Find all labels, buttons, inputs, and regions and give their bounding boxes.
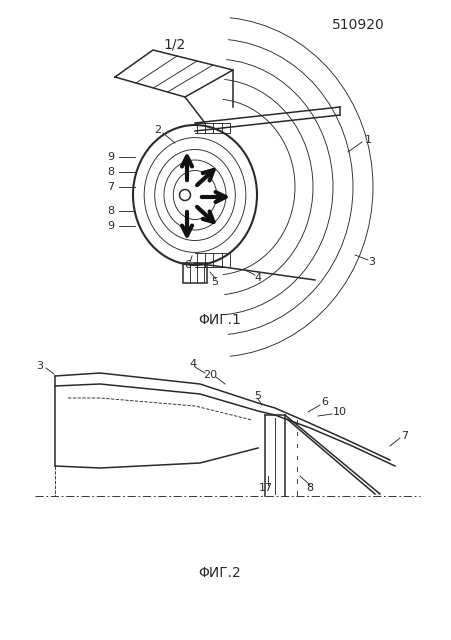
Text: ΦИГ.2: ΦИГ.2 (198, 566, 241, 580)
Text: 7: 7 (400, 431, 408, 441)
Text: ΦИГ.1: ΦИГ.1 (198, 313, 241, 327)
Bar (183, 263, 207, 283)
Text: 4: 4 (254, 273, 261, 283)
Text: 3: 3 (368, 257, 375, 267)
Text: 20: 20 (202, 370, 216, 380)
Text: 10: 10 (332, 407, 346, 417)
Text: 4: 4 (189, 359, 196, 369)
Text: 5: 5 (254, 391, 261, 401)
Text: 6: 6 (321, 397, 328, 407)
Text: 6: 6 (184, 260, 191, 270)
Text: 17: 17 (258, 483, 272, 493)
Text: 8: 8 (306, 483, 313, 493)
Text: 1/2: 1/2 (164, 38, 186, 52)
Text: 9: 9 (107, 221, 114, 231)
Text: 9: 9 (107, 152, 114, 162)
Text: 7: 7 (107, 182, 114, 192)
Text: 8: 8 (107, 206, 114, 216)
Text: 2: 2 (154, 125, 161, 135)
Text: 8: 8 (107, 167, 114, 177)
Text: 510920: 510920 (331, 18, 384, 32)
Text: 1: 1 (364, 135, 371, 145)
Text: 5: 5 (211, 277, 218, 287)
Text: 3: 3 (37, 361, 43, 371)
